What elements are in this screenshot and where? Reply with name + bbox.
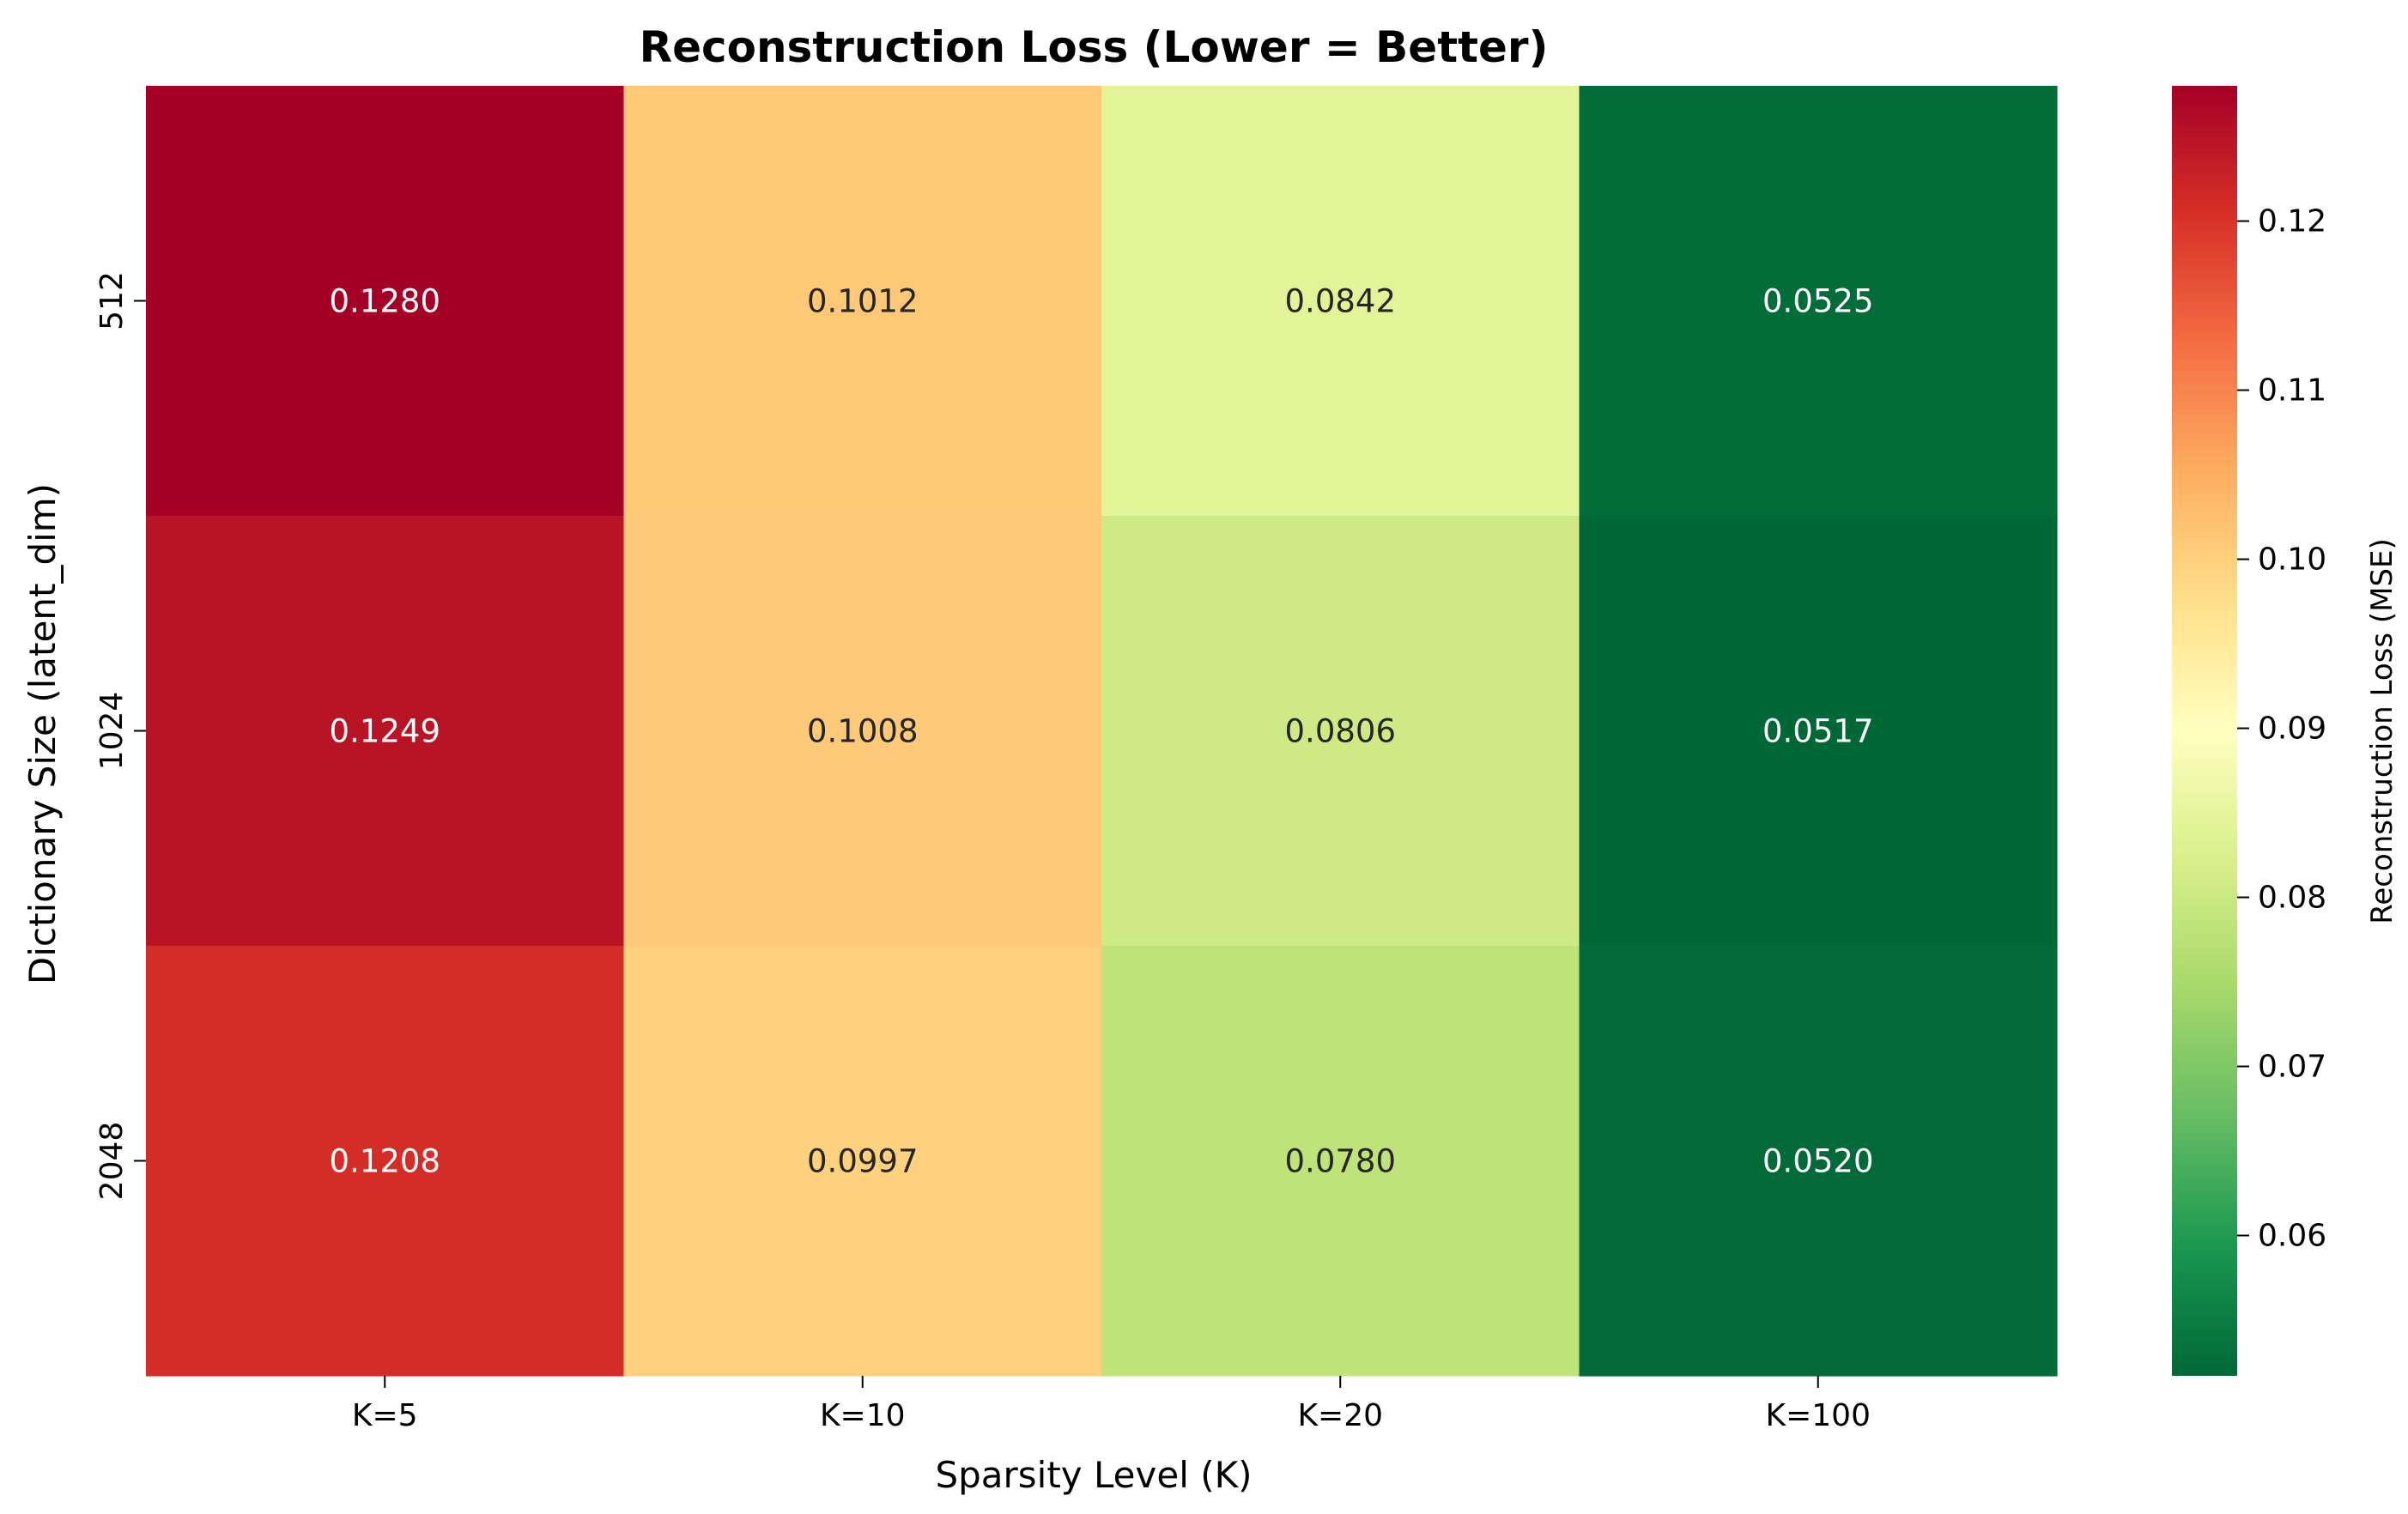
cell-value-label: 0.0525 (1762, 283, 1873, 320)
y-axis-label: Dictionary Size (latent_dim) (21, 483, 64, 984)
heatmap-cell (1579, 946, 2058, 1377)
cell-value-label: 0.1280 (330, 283, 440, 320)
cell-value-label: 0.1249 (330, 713, 440, 750)
cell-value-label: 0.0780 (1285, 1143, 1396, 1180)
x-tick-label: K=20 (1297, 1398, 1383, 1433)
cell-value-label: 0.0806 (1285, 713, 1396, 750)
colorbar-tick-label: 0.08 (2258, 881, 2326, 916)
y-tick-label: 512 (94, 271, 130, 330)
colorbar-ticks: 0.06 0.07 0.08 0.09 0.10 0.11 0.12 (2237, 204, 2326, 1254)
x-axis-label: Sparsity Level (K) (935, 1454, 1252, 1496)
x-axis: K=5 K=10 K=20 K=100 (352, 1376, 1871, 1433)
colorbar-tick-label: 0.06 (2258, 1219, 2326, 1254)
x-tick-label: K=5 (352, 1398, 418, 1433)
cell-value-label: 0.0997 (807, 1143, 918, 1180)
heatmap-cell (146, 516, 625, 947)
heatmap-cell (146, 946, 625, 1377)
heatmap-cell (1101, 86, 1580, 517)
heatmap-cell (623, 946, 1102, 1377)
heatmap-cells (146, 86, 2058, 1377)
y-tick-label: 1024 (94, 692, 130, 771)
colorbar (2172, 86, 2237, 1376)
heatmap-cell (1101, 516, 1580, 947)
cell-value-label: 0.0842 (1285, 283, 1396, 320)
colorbar-tick-label: 0.09 (2258, 712, 2326, 747)
cell-value-label: 0.0520 (1762, 1143, 1873, 1180)
heatmap-cell-labels: 0.1280 0.1012 0.0842 0.0525 0.1249 0.1008 0.08… (330, 283, 1874, 1180)
colorbar-tick-label: 0.12 (2258, 204, 2326, 239)
x-tick-label: K=100 (1766, 1398, 1871, 1433)
colorbar-tick-label: 0.10 (2258, 542, 2326, 578)
chart-title: Reconstruction Loss (Lower = Better) (640, 22, 1549, 72)
heatmap-cell (1579, 86, 2058, 517)
cell-value-label: 0.1012 (807, 283, 918, 320)
heatmap-cell (1101, 946, 1580, 1377)
colorbar-tick-label: 0.07 (2258, 1050, 2326, 1085)
heatmap-cell (146, 86, 625, 517)
heatmap-cell (623, 516, 1102, 947)
heatmap-cell (1579, 516, 2058, 947)
y-tick-label: 2048 (94, 1122, 130, 1201)
cell-value-label: 0.1008 (807, 713, 918, 750)
heatmap-cell (623, 86, 1102, 517)
cell-value-label: 0.0517 (1762, 713, 1873, 750)
colorbar-tick-label: 0.11 (2258, 373, 2326, 409)
x-tick-label: K=10 (820, 1398, 906, 1433)
colorbar-label: Reconstruction Loss (MSE) (2365, 538, 2399, 924)
cell-value-label: 0.1208 (330, 1143, 440, 1180)
y-axis: 512 1024 2048 (94, 271, 146, 1200)
